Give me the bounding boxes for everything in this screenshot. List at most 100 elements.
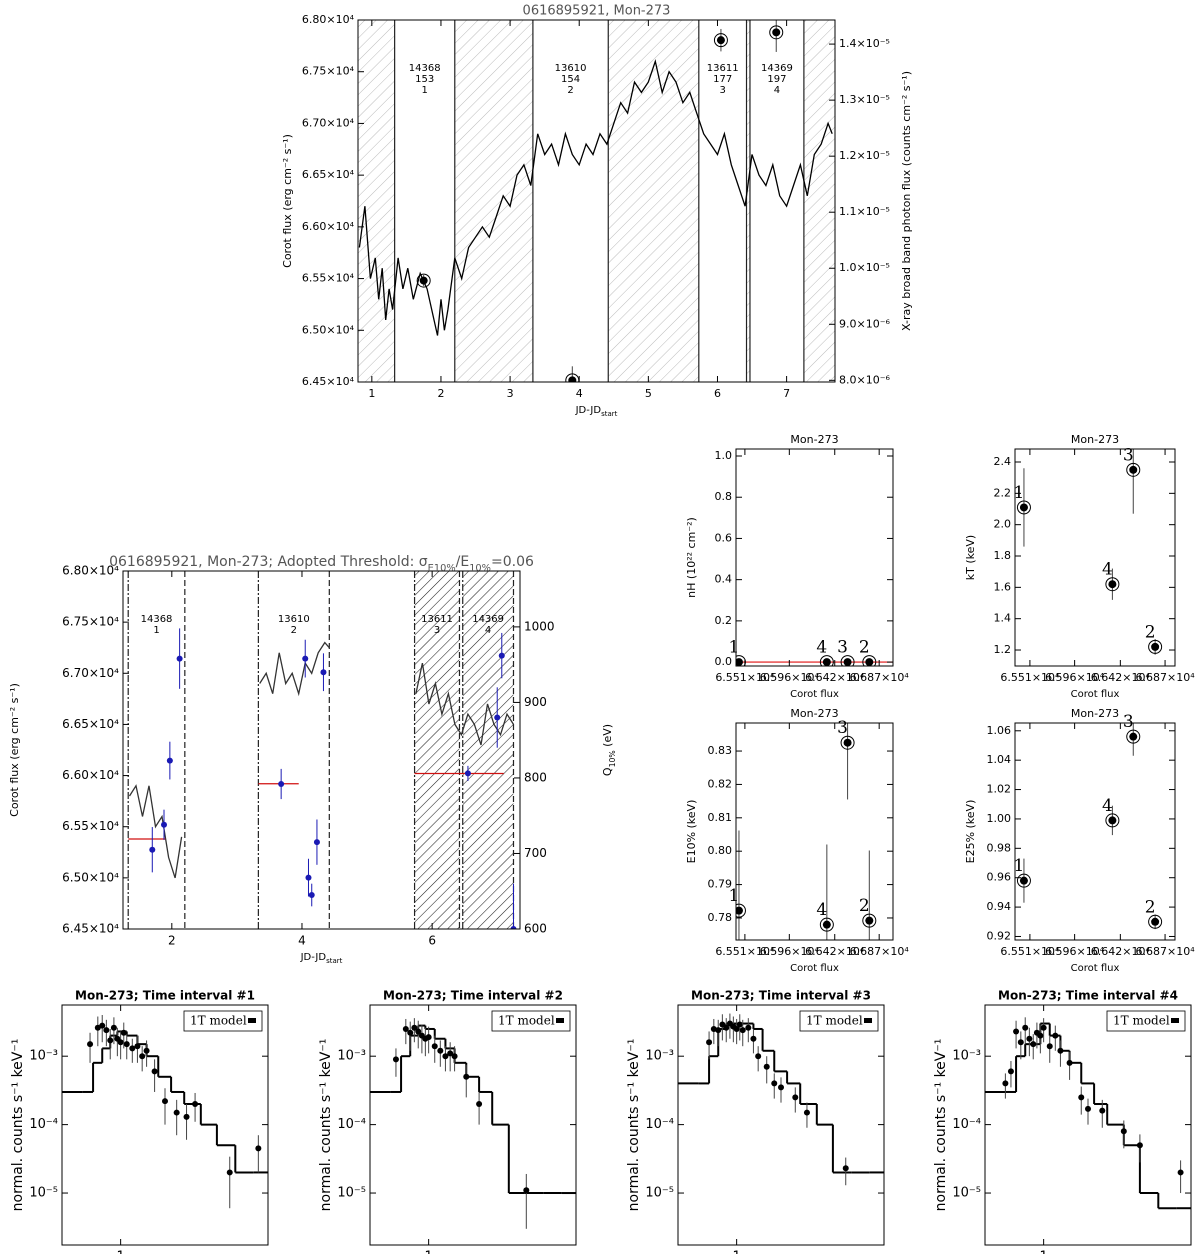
axes-frame [122,570,521,930]
point-ring [862,913,877,928]
chart-title-part: E10% [428,563,456,574]
y2-tick-label: 1.2×10⁻⁵ [839,149,890,162]
data-point [442,1053,449,1060]
chart-title-part: /E [456,554,470,570]
data-point [107,1037,114,1044]
y2-tick-label: 1.3×10⁻⁵ [839,93,890,106]
y-tick-label: 1.04 [987,753,1012,766]
x-tick-label: 6.642×10⁴ [805,945,865,958]
x-axis-label: Corot flux [1071,963,1120,974]
axes-frame [369,1004,577,1246]
legend-label: 1T model [806,1014,863,1028]
y-tick-label: 0.4 [715,573,733,586]
y-axis-label: normal. counts s⁻¹ keV⁻¹ [318,1039,334,1212]
data-point [772,28,781,37]
point-ring [1126,462,1141,477]
data-point [431,1043,438,1050]
y-tick-label: 0.98 [987,841,1012,854]
y-tick-label: 6.50×10⁴ [302,323,355,336]
data-point [822,658,831,666]
y-tick-label: 0.96 [987,871,1012,884]
x-tick-label: 6.551×10⁴ [1000,671,1060,684]
y-tick-label: 6.45×10⁴ [302,375,355,388]
data-point [736,1021,743,1028]
data-point [402,1025,409,1032]
gap-hatch [746,20,750,382]
x-tick-label: 6.687×10⁴ [1135,671,1195,684]
data-point [226,1169,233,1176]
data-point [1017,1039,1024,1046]
interval-label: 14369 [761,63,793,74]
x-tick-label: 1 [368,387,375,400]
data-point [1151,642,1160,651]
y-tick-label: 6.55×10⁴ [62,819,119,833]
gap-hatch [358,20,395,382]
data-point [123,1041,130,1048]
y2-tick-label: 1.1×10⁻⁵ [839,205,890,218]
point-label: 3 [837,718,848,738]
data-point [1108,580,1117,589]
data-point [407,1029,414,1036]
x-axis-label-part: JD-JD [300,952,327,963]
y-tick-label: 1.6 [994,580,1012,593]
data-point [1019,503,1028,512]
point-label: 2 [1145,622,1156,642]
point-ring [713,33,728,48]
data-point [308,892,315,899]
x-tick-label: 6.642×10⁴ [1091,671,1151,684]
data-point [99,1022,106,1029]
y-tick-label: 6.65×10⁴ [302,168,355,181]
y2-tick-label: 800 [524,770,547,784]
x-tick-label: 6.687×10⁴ [850,945,910,958]
interval-label: 197 [767,74,786,85]
chart-title-part: 10% [469,563,491,574]
y-tick-label: 1.02 [987,783,1012,796]
y-tick-label: 6.60×10⁴ [302,220,355,233]
chart-title: Mon-273 [1071,707,1119,720]
data-point [151,1068,158,1075]
data-point [792,1094,799,1101]
y-axis-label: Corot flux (erg cm⁻² s⁻¹) [281,134,294,268]
y-tick-label: 10⁻⁴ [337,1117,366,1132]
panel: 12346.551×10⁴6.596×10⁴6.642×10⁴6.687×10⁴… [964,707,1195,974]
x-tick-label: 4 [298,934,306,948]
data-point [716,36,725,45]
data-point [149,846,156,853]
plot-area [985,1017,1191,1210]
data-point [1177,1169,1184,1176]
interval-label: 153 [415,74,434,85]
x-tick-label: 1 [1039,1250,1047,1254]
data-point [498,652,505,659]
panel: 1T model 1 10⁻³ 10⁻⁴ 10⁻⁵ Mon-273; Time inter… [626,989,885,1254]
y2-tick-label: 1.0×10⁻⁵ [839,261,890,274]
y-axis-label: E25% (keV) [964,800,977,864]
legend-box [491,1010,571,1032]
y-tick-label: 10⁻³ [337,1049,366,1064]
gap-hatch [608,20,699,382]
axes-frame [1014,722,1176,941]
data-point [176,655,183,662]
x-tick-label: 1 [116,1250,124,1254]
y-tick-label: 0.92 [987,929,1012,942]
data-point [736,906,743,915]
gap-hatch [454,20,533,382]
data-point [447,1050,454,1057]
y-axis-label: normal. counts s⁻¹ keV⁻¹ [933,1039,949,1212]
plot-area [1016,723,1163,930]
data-point [803,1109,810,1116]
y-tick-label: 10⁻⁵ [29,1186,58,1201]
x-tick-label: 6.551×10⁴ [715,671,775,684]
point-label: 2 [859,896,870,916]
point-ring [819,655,834,666]
chart-title-part: 0616895921, Mon-273; Adopted Threshold: … [109,554,428,570]
x-axis-label: JD-JDstart [300,952,343,965]
x-tick-label: 2 [168,934,176,948]
point-label: 3 [1123,712,1134,732]
data-point [87,1041,94,1048]
y2-axis-label: X-ray broad band photon flux (counts cm⁻… [900,71,913,331]
plot-area [736,723,877,940]
x-axis-label: JD-JDstart [575,405,618,418]
y2-tick-label: 8.0×10⁻⁶ [839,373,891,386]
